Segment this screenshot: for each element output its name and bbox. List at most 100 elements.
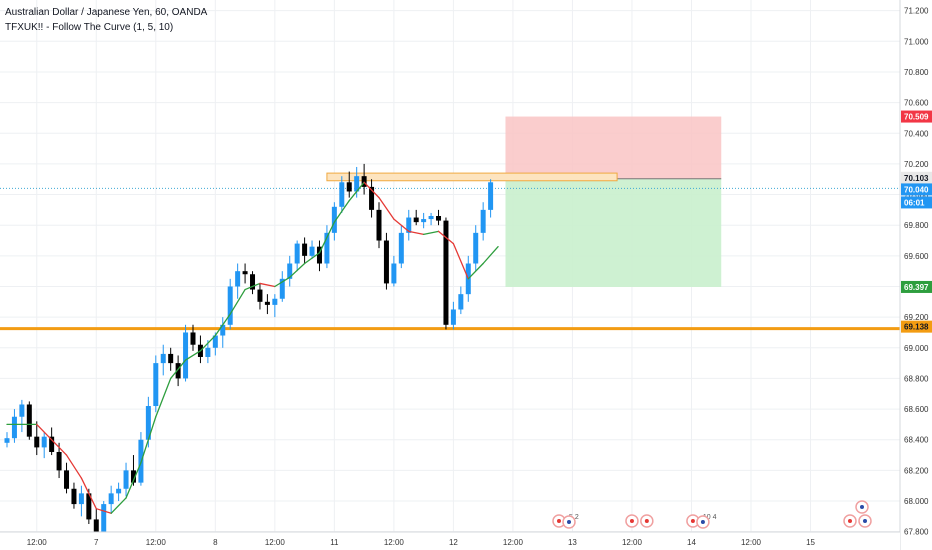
candle-body bbox=[354, 176, 360, 192]
candle-body bbox=[78, 493, 84, 505]
candle-body bbox=[294, 243, 300, 264]
candle-body bbox=[183, 332, 189, 379]
position-zones bbox=[326, 116, 722, 287]
curve-segment bbox=[110, 497, 127, 514]
candle-body bbox=[406, 217, 412, 233]
target-price-badge-bg bbox=[901, 280, 932, 293]
curve-segment bbox=[333, 200, 350, 223]
price-tick-label: 68.600 bbox=[904, 405, 929, 414]
candles bbox=[4, 163, 494, 547]
candle-body bbox=[279, 278, 285, 299]
candle-body bbox=[316, 246, 322, 264]
price-tick-label: 71.200 bbox=[904, 7, 929, 16]
price-tick-label: 68.000 bbox=[904, 497, 929, 506]
event-markers: 5 210 4 bbox=[552, 500, 872, 529]
candle-body bbox=[272, 298, 278, 305]
candle-body bbox=[473, 232, 479, 264]
price-tick-label: 67.800 bbox=[904, 528, 929, 537]
candle-body bbox=[376, 209, 382, 241]
price-tick-label: 69.000 bbox=[904, 344, 929, 353]
time-tick-label: 12 bbox=[449, 538, 458, 547]
entry-price-badge-bg bbox=[901, 171, 932, 184]
curve-segment bbox=[452, 242, 469, 280]
time-tick-label: 8 bbox=[213, 538, 218, 547]
event-dot bbox=[557, 519, 561, 523]
indicator-label[interactable]: TFXUK!! - Follow The Curve (1, 5, 10) bbox=[5, 22, 174, 33]
curve-segment bbox=[229, 288, 246, 315]
entry-price-badge: 70.103 bbox=[904, 174, 929, 183]
event-dot bbox=[848, 519, 852, 523]
symbol-title[interactable]: Australian Dollar / Japanese Yen, 60, OA… bbox=[5, 7, 208, 18]
candle-body bbox=[19, 404, 25, 417]
candle-body bbox=[346, 182, 352, 192]
candle-body bbox=[190, 332, 196, 345]
support-price-badge: 69.138 bbox=[904, 323, 929, 332]
curve-segment bbox=[36, 423, 68, 456]
time-axis[interactable]: 12:00 7 12:00 8 12:00 11 12:00 12 12:00 13 12:00 14… bbox=[0, 531, 900, 550]
candle-body bbox=[391, 263, 397, 284]
curve-segment bbox=[155, 377, 172, 418]
price-tick-label: 68.400 bbox=[904, 436, 929, 445]
candle-body bbox=[309, 246, 315, 256]
event-label: 10 4 bbox=[703, 514, 717, 521]
time-tick-label: 12:00 bbox=[384, 538, 405, 547]
candle-body bbox=[383, 240, 389, 284]
curve-segment bbox=[348, 181, 365, 202]
event-dot bbox=[690, 519, 695, 523]
candle-body bbox=[450, 309, 456, 325]
price-tick-label: 70.400 bbox=[904, 129, 929, 138]
curve-segment bbox=[184, 350, 202, 361]
stop-price-badge: 70.509 bbox=[904, 113, 929, 122]
event-dot bbox=[863, 519, 867, 523]
candle-body bbox=[458, 294, 464, 310]
candle-body bbox=[4, 438, 10, 443]
curve-segment bbox=[437, 230, 455, 245]
curve-segment bbox=[422, 230, 440, 236]
candle-body bbox=[488, 182, 494, 210]
curve-segment bbox=[318, 221, 336, 254]
countdown-badge-bg bbox=[901, 196, 932, 209]
event-dot bbox=[700, 520, 705, 524]
candle-body bbox=[287, 263, 293, 279]
candle-body bbox=[331, 206, 337, 233]
event-dot bbox=[629, 519, 634, 523]
follow-the-curve-line bbox=[6, 181, 499, 514]
candle-body bbox=[49, 436, 55, 452]
candle-body bbox=[160, 353, 166, 364]
take-profit-zone bbox=[505, 178, 722, 287]
price-tick-label: 69.200 bbox=[904, 313, 929, 322]
candle-body bbox=[421, 219, 427, 223]
stop-loss-zone bbox=[505, 116, 722, 179]
candle-body bbox=[428, 216, 434, 220]
time-tick-label: 12:00 bbox=[27, 538, 48, 547]
time-tick-label: 15 bbox=[806, 538, 815, 547]
candle-body bbox=[101, 504, 107, 540]
candle-body bbox=[56, 451, 62, 471]
candle-body bbox=[302, 243, 308, 256]
candle-body bbox=[480, 209, 486, 233]
time-tick-label: 12:00 bbox=[503, 538, 524, 547]
price-axis-bg bbox=[900, 0, 932, 550]
event-dot bbox=[860, 505, 864, 509]
candle-body bbox=[220, 324, 226, 336]
price-tick-label: 70.200 bbox=[904, 160, 929, 169]
time-tick-label: 7 bbox=[94, 538, 99, 547]
candle-body bbox=[71, 488, 77, 505]
resistance-zone bbox=[326, 172, 618, 182]
candle-body bbox=[116, 488, 122, 494]
candle-body bbox=[34, 436, 40, 448]
candle-body bbox=[41, 436, 47, 448]
price-tick-label: 69.800 bbox=[904, 221, 929, 230]
candle-body bbox=[264, 301, 270, 305]
price-axis[interactable]: 71.200 71.000 70.800 70.600 70.400 70.200 70.0… bbox=[899, 0, 932, 550]
curve-segment bbox=[65, 454, 83, 479]
curve-segment bbox=[363, 181, 380, 199]
time-tick-label: 14 bbox=[687, 538, 696, 547]
time-tick-label: 13 bbox=[568, 538, 577, 547]
candle-body bbox=[443, 220, 449, 325]
candle-body bbox=[26, 404, 32, 437]
curve-segment bbox=[259, 282, 276, 288]
candle-body bbox=[250, 274, 256, 290]
candle-body bbox=[398, 232, 404, 264]
